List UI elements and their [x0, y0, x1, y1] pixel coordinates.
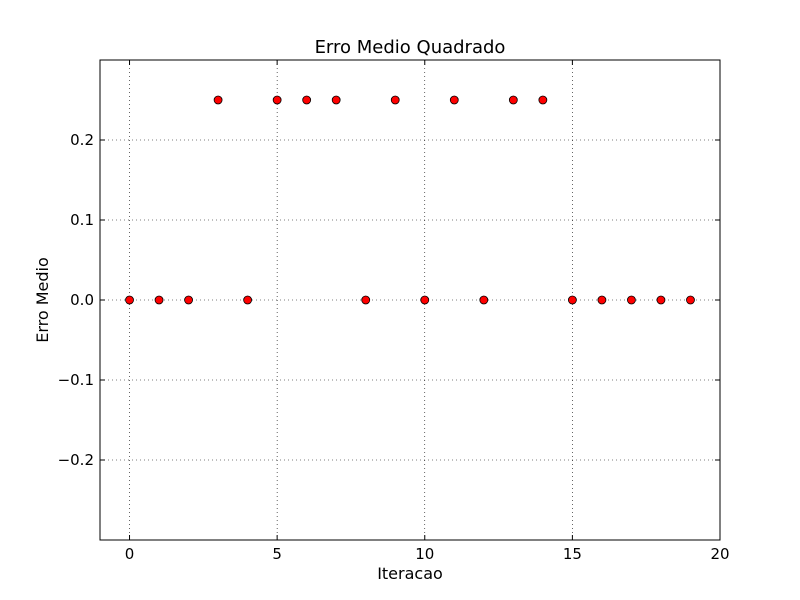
data-point [361, 295, 371, 305]
x-axis-label: Iteracao [377, 564, 443, 583]
data-point [331, 95, 341, 105]
data-point [243, 295, 253, 305]
y-tick-label: 0.0 [70, 291, 94, 309]
data-point [686, 295, 695, 305]
x-tick-label: 20 [710, 545, 729, 563]
data-point [508, 95, 518, 105]
y-tick-label: 0.1 [70, 211, 94, 229]
data-point [184, 295, 193, 305]
data-point [449, 95, 459, 105]
data-point [627, 295, 636, 305]
x-tick-label: 5 [272, 545, 282, 563]
data-point [567, 295, 577, 305]
x-tick-label: 15 [563, 545, 582, 563]
data-point [213, 95, 223, 105]
data-point [656, 295, 666, 305]
y-axis-label: Erro Medio [33, 257, 52, 343]
y-tick-label: −0.1 [58, 371, 94, 389]
data-point [272, 95, 282, 105]
data-point [538, 95, 548, 105]
plot-frame [99, 59, 721, 541]
x-tick-label: 0 [125, 545, 135, 563]
data-point [302, 95, 312, 105]
chart-title: Erro Medio Quadrado [315, 37, 506, 58]
y-tick-label: 0.2 [70, 131, 94, 149]
y-tick-label: −0.2 [58, 451, 94, 469]
data-point [154, 295, 164, 305]
data-point [479, 295, 489, 305]
data-point [390, 95, 400, 105]
data-point [597, 295, 607, 305]
data-point [420, 295, 430, 305]
data-point [125, 295, 134, 305]
data-points [125, 95, 695, 305]
x-tick-label: 10 [415, 545, 434, 563]
